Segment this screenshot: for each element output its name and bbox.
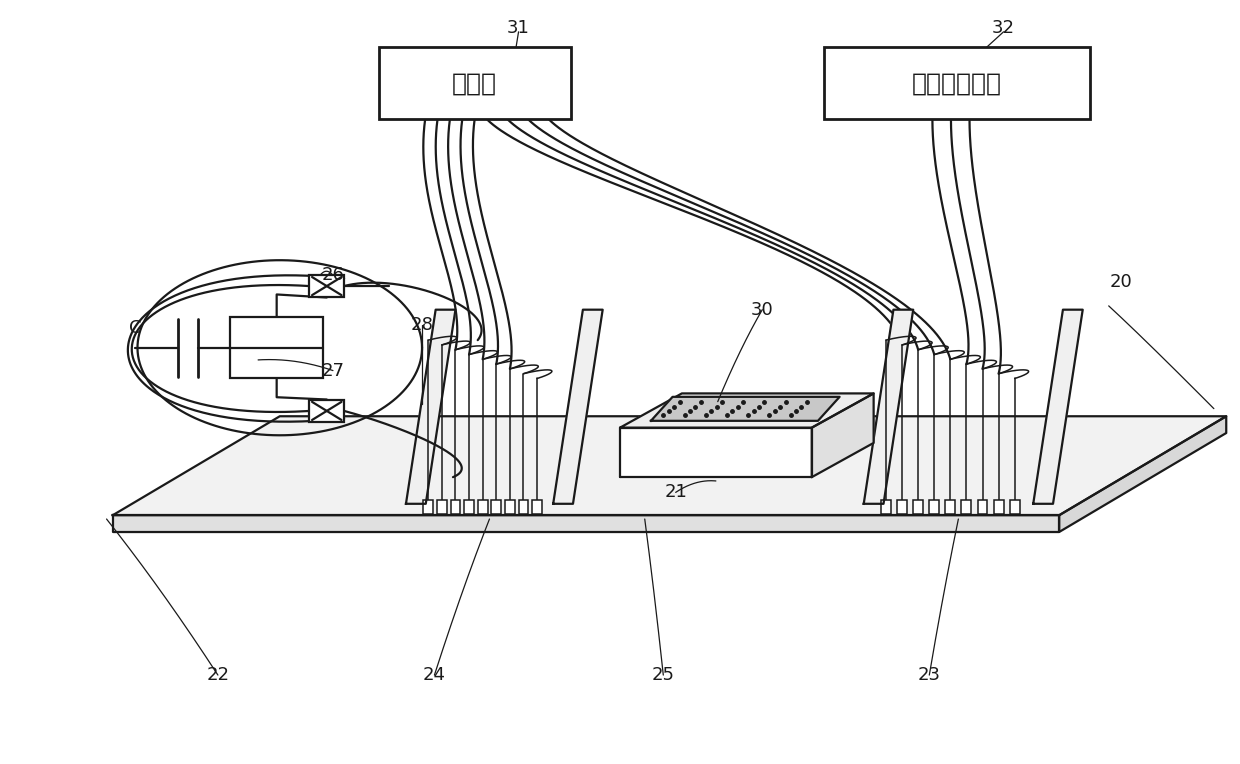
Polygon shape — [620, 428, 812, 478]
Text: 23: 23 — [918, 666, 941, 684]
Bar — [310, 400, 343, 422]
Bar — [532, 500, 542, 513]
Text: 状态监控设备: 状态监控设备 — [913, 71, 1002, 96]
Bar — [897, 500, 906, 513]
Bar — [231, 317, 324, 378]
Text: 20: 20 — [1110, 273, 1132, 291]
Bar — [945, 500, 955, 513]
Text: 24: 24 — [423, 666, 446, 684]
Text: 25: 25 — [652, 666, 675, 684]
Bar — [518, 500, 528, 513]
Polygon shape — [620, 393, 874, 428]
Text: 30: 30 — [751, 301, 774, 319]
Polygon shape — [405, 309, 455, 503]
Bar — [1009, 500, 1019, 513]
Bar — [505, 500, 515, 513]
Bar — [913, 500, 923, 513]
Bar — [993, 500, 1003, 513]
Text: 27: 27 — [321, 361, 345, 380]
Polygon shape — [113, 515, 1059, 532]
Bar — [882, 500, 892, 513]
Text: 26: 26 — [321, 267, 345, 284]
Bar — [310, 276, 343, 296]
Text: 28: 28 — [410, 316, 434, 334]
Text: 31: 31 — [507, 19, 529, 37]
Text: 21: 21 — [665, 484, 687, 501]
Bar — [477, 500, 487, 513]
Polygon shape — [864, 309, 913, 503]
Text: 22: 22 — [206, 666, 229, 684]
Bar — [825, 47, 1090, 119]
Bar — [929, 500, 939, 513]
Bar — [491, 500, 501, 513]
Bar — [378, 47, 570, 119]
Bar — [464, 500, 474, 513]
Bar — [977, 500, 987, 513]
Polygon shape — [1033, 309, 1083, 503]
Text: C: C — [129, 319, 141, 336]
Polygon shape — [651, 397, 839, 421]
Bar — [450, 500, 460, 513]
Text: 测试机: 测试机 — [453, 71, 497, 96]
Bar — [423, 500, 433, 513]
Polygon shape — [553, 309, 603, 503]
Polygon shape — [812, 393, 874, 478]
Polygon shape — [1059, 416, 1226, 532]
Bar — [961, 500, 971, 513]
Text: 32: 32 — [992, 19, 1016, 37]
Polygon shape — [113, 416, 1226, 515]
Bar — [436, 500, 446, 513]
